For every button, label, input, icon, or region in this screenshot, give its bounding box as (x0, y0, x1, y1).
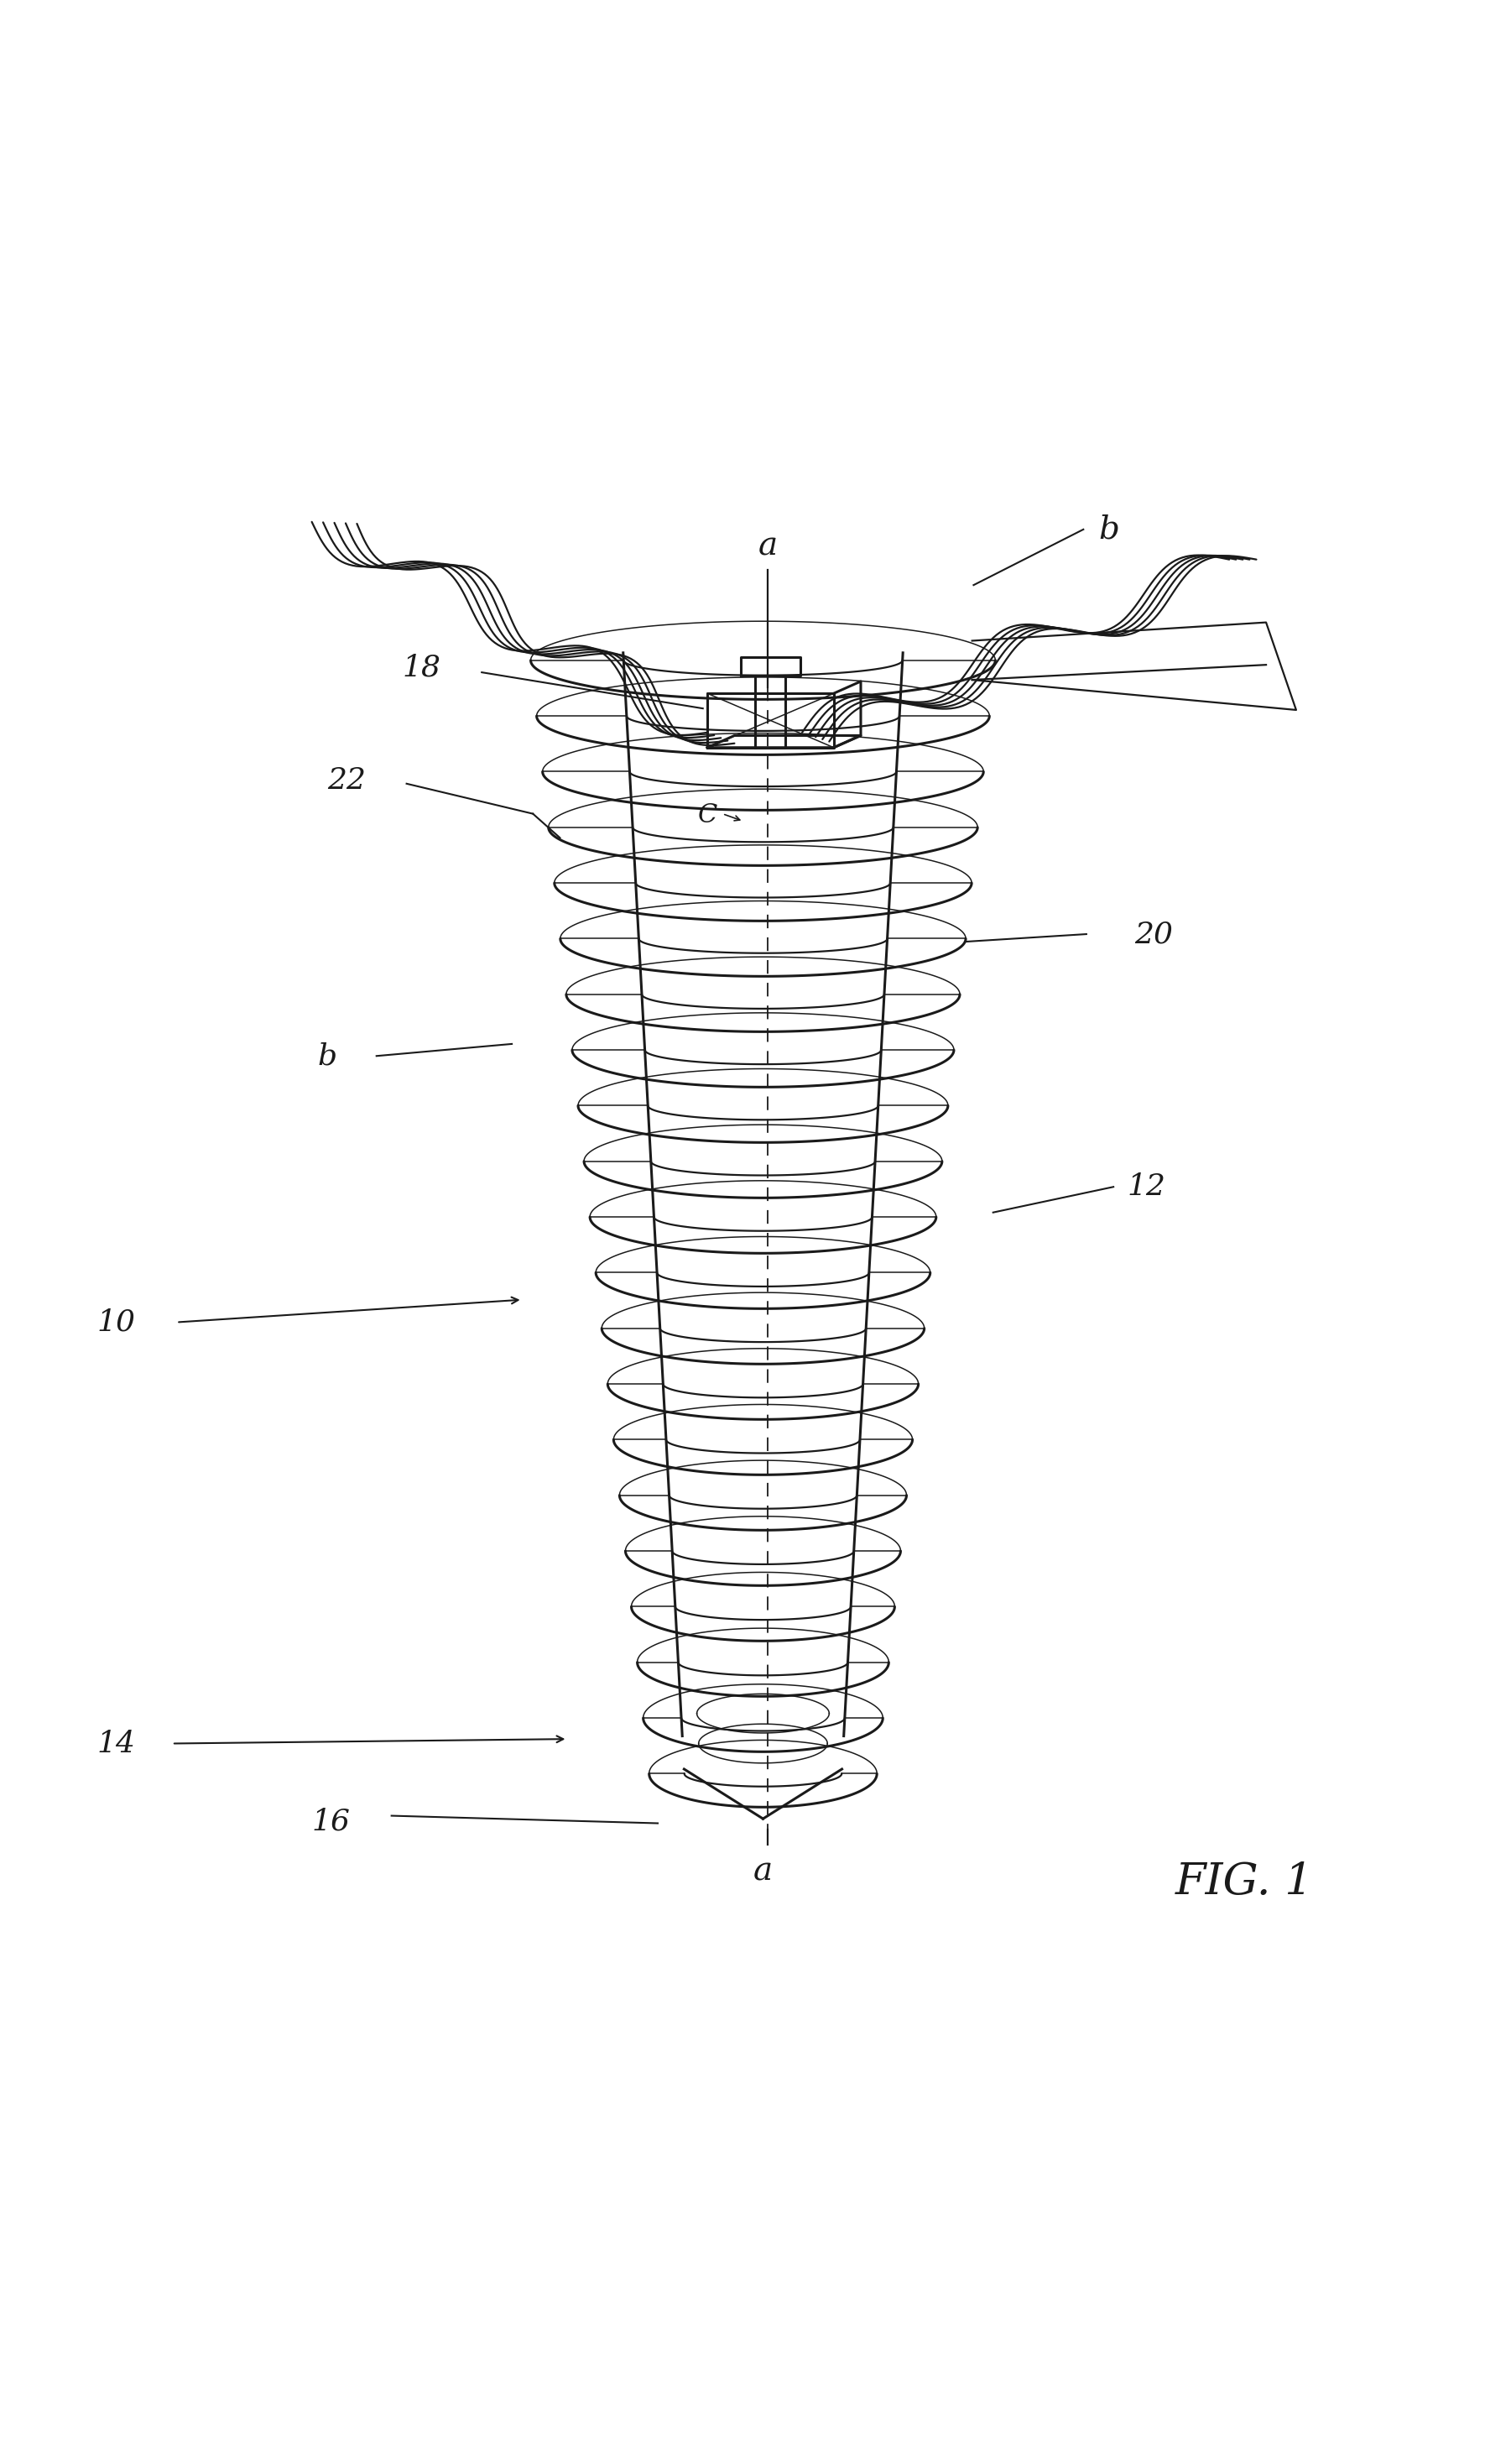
Text: b: b (1098, 515, 1120, 545)
Text: 22: 22 (326, 766, 366, 796)
Text: 12: 12 (1127, 1173, 1166, 1200)
Text: 18: 18 (402, 653, 441, 683)
Text: C: C (698, 803, 718, 828)
Text: 10: 10 (97, 1308, 136, 1335)
Text: a: a (759, 530, 777, 562)
Text: 14: 14 (97, 1730, 136, 1757)
Text: 20: 20 (1135, 919, 1174, 949)
Text: a: a (754, 1855, 772, 1887)
Text: FIG. 1: FIG. 1 (1176, 1860, 1313, 1902)
Text: b: b (317, 1042, 337, 1069)
Text: 16: 16 (313, 1809, 351, 1836)
